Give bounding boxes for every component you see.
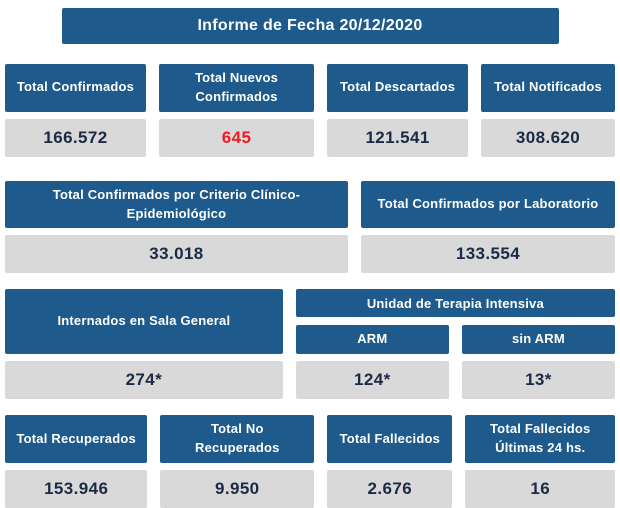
card-criterio-clinico-value: 33.018 [5, 235, 348, 274]
card-total-confirmados-value: 166.572 [5, 118, 146, 157]
card-fallecidos-value: 2.676 [327, 469, 453, 508]
internados-row: Internados en Sala General 274* Unidad d… [5, 289, 615, 400]
card-fallecidos-24hs: Total Fallecidos Últimas 24 hs. 16 [465, 415, 615, 508]
card-sala-general-value: 274* [5, 361, 283, 400]
report-title: Informe de Fecha 20/12/2020 [61, 8, 559, 44]
card-arm: ARM 124* [295, 325, 449, 400]
card-no-recuperados-value: 9.950 [160, 469, 315, 508]
card-total-descartados-value: 121.541 [327, 118, 469, 157]
card-sin-arm-label: sin ARM [461, 325, 615, 355]
card-total-confirmados: Total Confirmados 166.572 [5, 64, 146, 157]
card-total-notificados-label: Total Notificados [481, 64, 615, 112]
card-arm-value: 124* [295, 361, 449, 400]
card-nuevos-confirmados-label: Total Nuevos Confirmados [158, 64, 315, 112]
summary-row-bottom: Total Recuperados 153.946 Total No Recup… [5, 415, 615, 508]
card-no-recuperados: Total No Recuperados 9.950 [160, 415, 315, 508]
card-criterio-clinico: Total Confirmados por Criterio Clínico-E… [5, 180, 348, 274]
card-recuperados-value: 153.946 [5, 469, 148, 508]
card-laboratorio-value: 133.554 [360, 235, 615, 274]
card-sin-arm: sin ARM 13* [461, 325, 615, 400]
card-sin-arm-value: 13* [461, 361, 615, 400]
card-arm-label: ARM [295, 325, 449, 355]
card-recuperados: Total Recuperados 153.946 [5, 415, 148, 508]
confirmados-criterio-row: Total Confirmados por Criterio Clínico-E… [5, 180, 615, 274]
card-total-descartados: Total Descartados 121.541 [327, 64, 469, 157]
card-fallecidos-label: Total Fallecidos [327, 415, 453, 463]
card-total-descartados-label: Total Descartados [327, 64, 469, 112]
card-total-notificados: Total Notificados 308.620 [481, 64, 615, 157]
card-nuevos-confirmados: Total Nuevos Confirmados 645 [158, 64, 315, 157]
card-fallecidos: Total Fallecidos 2.676 [327, 415, 453, 508]
card-fallecidos-24hs-label: Total Fallecidos Últimas 24 hs. [465, 415, 615, 463]
card-recuperados-label: Total Recuperados [5, 415, 148, 463]
card-sala-general-label: Internados en Sala General [5, 289, 283, 355]
card-no-recuperados-label: Total No Recuperados [160, 415, 315, 463]
card-total-notificados-value: 308.620 [481, 118, 615, 157]
card-fallecidos-24hs-value: 16 [465, 469, 615, 508]
summary-row-top: Total Confirmados 166.572 Total Nuevos C… [5, 64, 615, 157]
card-laboratorio-label: Total Confirmados por Laboratorio [360, 180, 615, 229]
card-total-confirmados-label: Total Confirmados [5, 64, 146, 112]
card-laboratorio: Total Confirmados por Laboratorio 133.55… [360, 180, 615, 274]
uti-columns: ARM 124* sin ARM 13* [295, 325, 615, 400]
uti-section-label: Unidad de Terapia Intensiva [295, 289, 615, 318]
card-sala-general: Internados en Sala General 274* [5, 289, 283, 400]
card-criterio-clinico-label: Total Confirmados por Criterio Clínico-E… [5, 180, 348, 229]
card-nuevos-confirmados-value: 645 [158, 118, 315, 157]
uti-section: Unidad de Terapia Intensiva ARM 124* sin… [295, 289, 615, 400]
